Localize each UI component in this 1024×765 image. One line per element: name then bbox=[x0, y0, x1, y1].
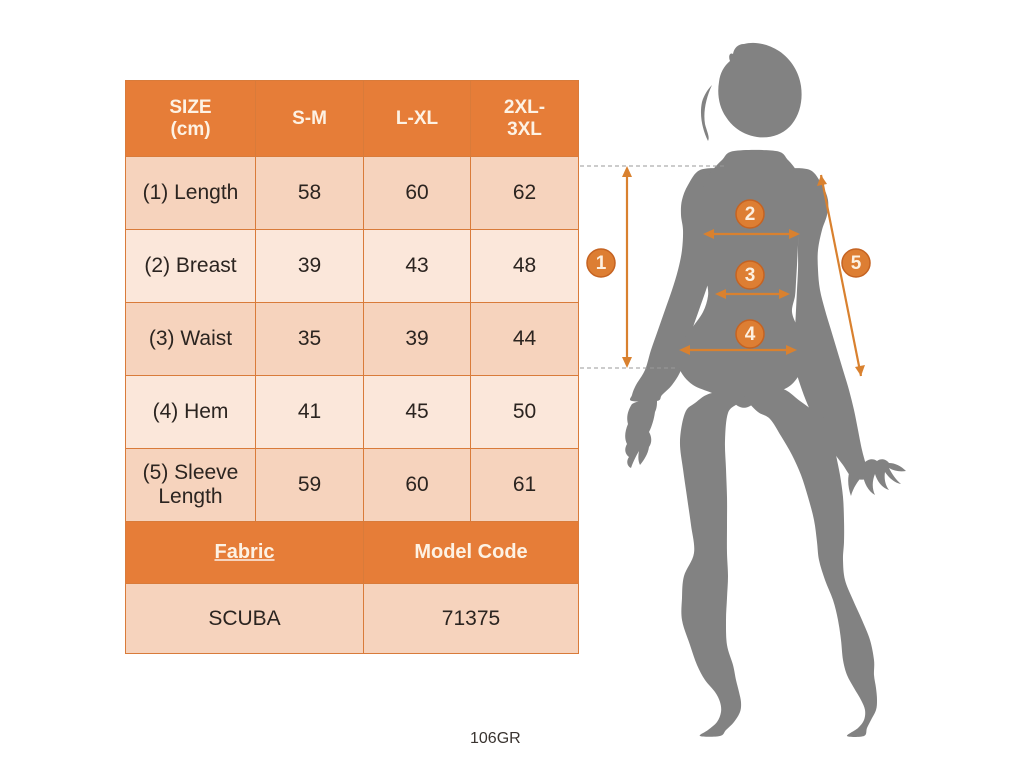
svg-text:1: 1 bbox=[596, 253, 607, 274]
svg-text:5: 5 bbox=[851, 253, 862, 274]
svg-text:2: 2 bbox=[745, 204, 756, 225]
svg-text:4: 4 bbox=[745, 324, 756, 345]
svg-text:3: 3 bbox=[745, 265, 756, 286]
